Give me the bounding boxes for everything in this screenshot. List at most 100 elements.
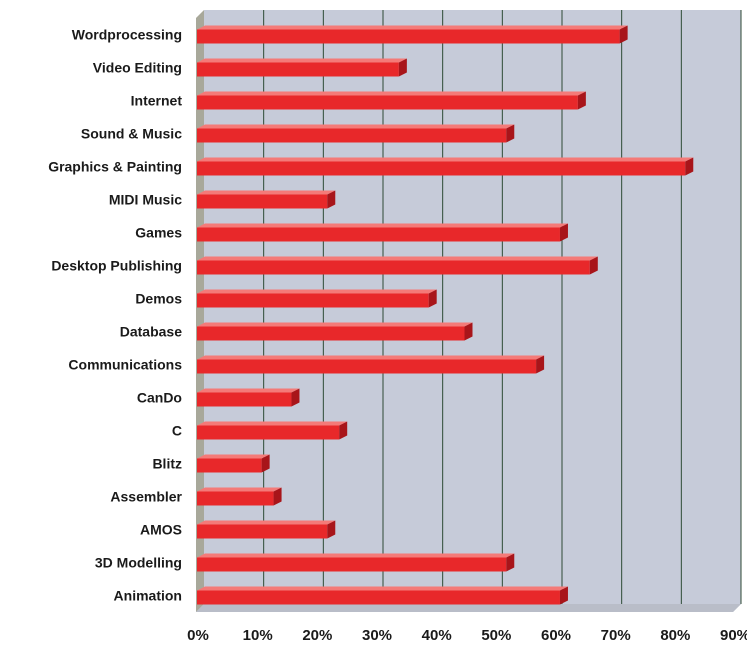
bar-end-face <box>428 289 437 308</box>
category-label: AMOS <box>140 522 182 538</box>
bar-top-face <box>197 256 598 261</box>
category-label: C <box>172 423 182 439</box>
bar-top-face <box>197 157 694 162</box>
category-label: Internet <box>131 93 183 109</box>
category-label: Assembler <box>110 489 182 505</box>
bar-front-face <box>197 425 340 440</box>
bar-end-face <box>559 223 568 242</box>
bar <box>197 322 473 341</box>
bar-top-face <box>197 520 336 525</box>
bar <box>197 553 515 572</box>
bar-front-face <box>197 29 620 44</box>
bar-top-face <box>197 124 515 129</box>
category-label: Animation <box>114 588 182 604</box>
bar <box>197 289 437 308</box>
bar-front-face <box>197 128 507 143</box>
bar-end-face <box>327 190 336 209</box>
bar <box>197 58 407 77</box>
bar-top-face <box>197 58 407 63</box>
bar-end-face <box>506 124 515 143</box>
category-label: MIDI Music <box>109 192 182 208</box>
bar-top-face <box>197 322 473 327</box>
bar-end-face <box>273 487 282 506</box>
category-label: 3D Modelling <box>95 555 182 571</box>
bar-top-face <box>197 25 628 30</box>
category-label: Video Editing <box>93 60 182 76</box>
category-label: Games <box>135 225 182 241</box>
bar-front-face <box>197 227 560 242</box>
x-tick-label: 40% <box>422 627 452 644</box>
bar <box>197 25 628 44</box>
bar-end-face <box>506 553 515 572</box>
bar-end-face <box>327 520 336 539</box>
x-tick-label: 50% <box>481 627 511 644</box>
bar <box>197 586 568 605</box>
bar-front-face <box>197 557 507 572</box>
bar <box>197 223 568 242</box>
bars <box>197 25 694 605</box>
bar <box>197 388 300 407</box>
bar-end-face <box>619 25 628 44</box>
bar-end-face <box>464 322 473 341</box>
bar-end-face <box>291 388 300 407</box>
x-tick-label: 10% <box>243 627 273 644</box>
category-label: Blitz <box>152 456 182 472</box>
bar-top-face <box>197 190 336 195</box>
bar-top-face <box>197 553 515 558</box>
bar-end-face <box>536 355 545 374</box>
x-tick-label: 80% <box>660 627 690 644</box>
bar-top-face <box>197 289 437 294</box>
category-label: Demos <box>135 291 182 307</box>
category-label: Database <box>120 324 182 340</box>
x-tick-label: 0% <box>187 627 209 644</box>
bar-top-face <box>197 223 568 228</box>
x-tick-label: 70% <box>601 627 631 644</box>
bar-front-face <box>197 590 560 605</box>
category-labels: Wordprocessing Video Editing Internet Sound… <box>48 27 182 604</box>
bar <box>197 454 270 473</box>
bar-front-face <box>197 326 465 341</box>
plot-floor <box>196 604 741 612</box>
x-tick-label: 90% <box>720 627 747 644</box>
x-tick-label: 30% <box>362 627 392 644</box>
category-label: CanDo <box>137 390 182 406</box>
bar <box>197 124 515 143</box>
category-label: Desktop Publishing <box>51 258 182 274</box>
bar-front-face <box>197 293 429 308</box>
x-tick-label: 60% <box>541 627 571 644</box>
bar-front-face <box>197 260 590 275</box>
bar-top-face <box>197 388 300 393</box>
bar-top-face <box>197 454 270 459</box>
bar-front-face <box>197 194 328 209</box>
bar-front-face <box>197 359 537 374</box>
bar-top-face <box>197 421 348 426</box>
bar-front-face <box>197 491 274 506</box>
bar-front-face <box>197 392 292 407</box>
bar-front-face <box>197 62 399 77</box>
bar <box>197 190 336 209</box>
bar-front-face <box>197 161 686 176</box>
category-label: Wordprocessing <box>72 27 182 43</box>
bar <box>197 91 586 110</box>
category-label: Graphics & Painting <box>48 159 182 175</box>
bar-end-face <box>261 454 270 473</box>
bar <box>197 487 282 506</box>
bar-end-face <box>559 586 568 605</box>
bar-front-face <box>197 458 262 473</box>
bar <box>197 421 348 440</box>
bar <box>197 256 598 275</box>
x-axis-tick-labels: 0% 10% 20% 30% 40% 50% 60% 70% 80% 90% <box>187 627 747 644</box>
bar <box>197 157 694 176</box>
bar-top-face <box>197 586 568 591</box>
bar-front-face <box>197 524 328 539</box>
bar-top-face <box>197 487 282 492</box>
category-label: Sound & Music <box>81 126 182 142</box>
category-label: Communications <box>68 357 182 373</box>
bar <box>197 355 545 374</box>
bar-top-face <box>197 355 545 360</box>
x-tick-label: 20% <box>302 627 332 644</box>
bar-end-face <box>339 421 348 440</box>
bar-end-face <box>589 256 598 275</box>
bar-front-face <box>197 95 578 110</box>
